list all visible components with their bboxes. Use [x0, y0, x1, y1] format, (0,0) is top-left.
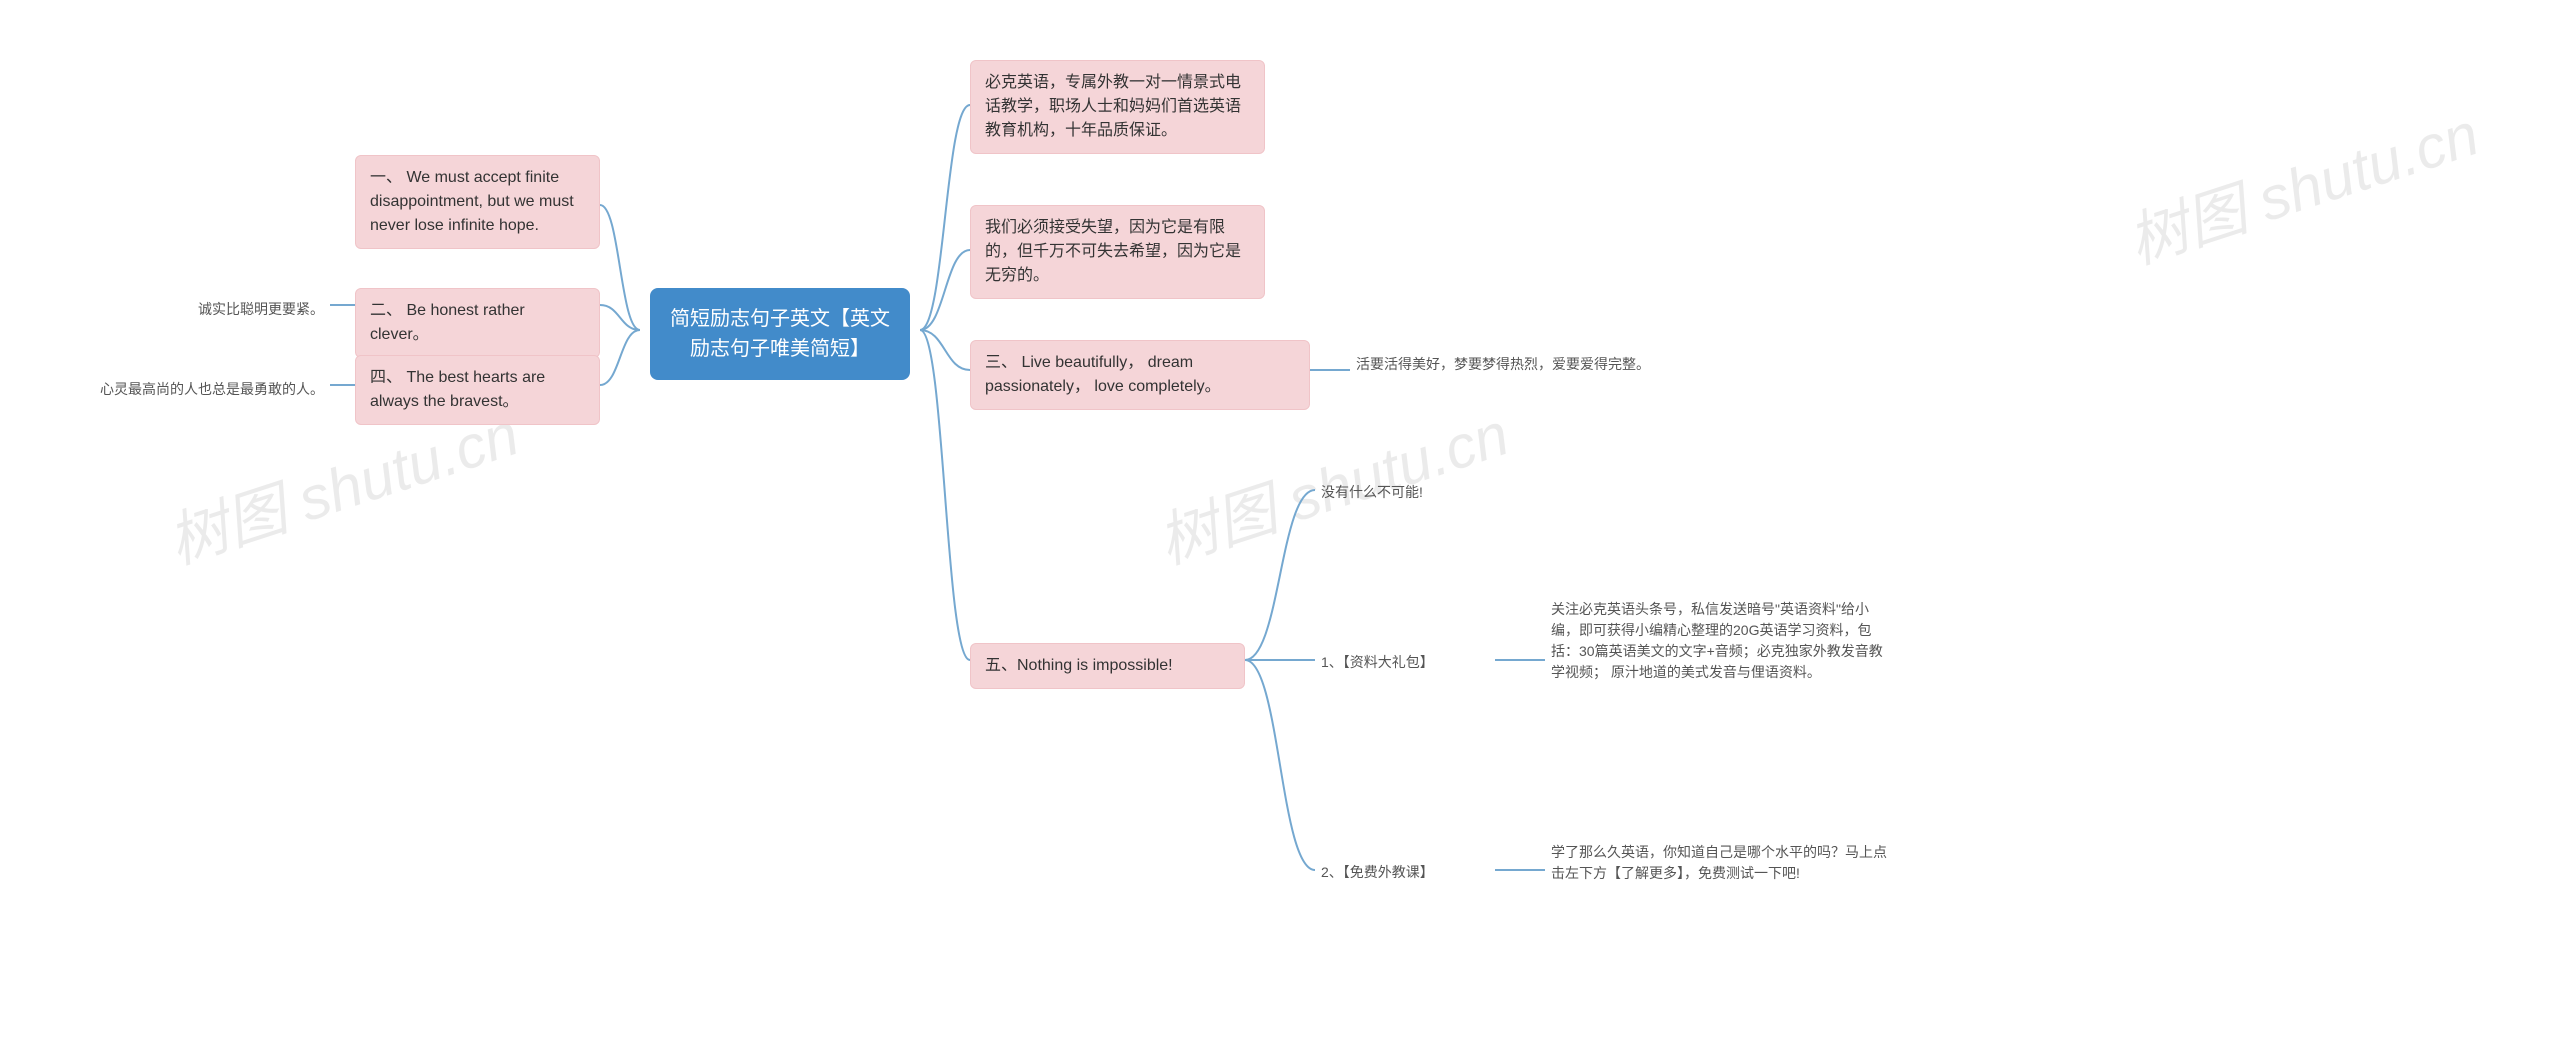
leaf-label: 活要活得美好，梦要梦得热烈，爱要爱得完整。	[1356, 356, 1650, 372]
node-label: 四、 The best hearts are always the braves…	[370, 369, 545, 410]
leaf-label: 1、【资料大礼包】	[1321, 654, 1434, 670]
node-label: 二、 Be honest rather clever。	[370, 302, 525, 343]
leaf-label: 2、【免费外教课】	[1321, 864, 1434, 880]
left-node-2-child: 诚实比聪明更要紧。	[175, 295, 330, 324]
node-label: 三、 Live beautifully， dream passionately，…	[985, 354, 1221, 395]
leaf-label: 关注必克英语头条号，私信发送暗号"英语资料"给小编，即可获得小编精心整理的20G…	[1551, 601, 1883, 680]
leaf-label: 没有什么不可能!	[1321, 484, 1423, 500]
left-node-2: 二、 Be honest rather clever。	[355, 288, 600, 358]
right-node-4-child-3-detail: 学了那么久英语，你知道自己是哪个水平的吗？马上点击左下方【了解更多】，免费测试一…	[1545, 838, 1895, 888]
left-node-3: 四、 The best hearts are always the braves…	[355, 355, 600, 425]
right-node-4: 五、Nothing is impossible!	[970, 643, 1245, 689]
leaf-label: 诚实比聪明更要紧。	[198, 301, 324, 317]
leaf-label: 学了那么久英语，你知道自己是哪个水平的吗？马上点击左下方【了解更多】，免费测试一…	[1551, 844, 1887, 881]
right-node-4-child-1: 没有什么不可能!	[1315, 478, 1495, 507]
watermark: 树图 shutu.cn	[2115, 86, 2488, 281]
node-label: 必克英语，专属外教一对一情景式电话教学，职场人士和妈妈们首选英语教育机构，十年品…	[985, 74, 1241, 139]
right-node-4-child-2: 1、【资料大礼包】	[1315, 648, 1495, 677]
center-label: 简短励志句子英文【英文励志句子唯美简短】	[670, 308, 890, 360]
left-node-1: 一、 We must accept finite disappointment,…	[355, 155, 600, 249]
right-node-1: 必克英语，专属外教一对一情景式电话教学，职场人士和妈妈们首选英语教育机构，十年品…	[970, 60, 1265, 154]
center-node: 简短励志句子英文【英文励志句子唯美简短】	[650, 288, 910, 380]
right-node-2: 我们必须接受失望，因为它是有限的，但千万不可失去希望，因为它是无穷的。	[970, 205, 1265, 299]
right-node-3: 三、 Live beautifully， dream passionately，…	[970, 340, 1310, 410]
node-label: 我们必须接受失望，因为它是有限的，但千万不可失去希望，因为它是无穷的。	[985, 219, 1241, 284]
right-node-4-child-3: 2、【免费外教课】	[1315, 858, 1495, 887]
leaf-label: 心灵最高尚的人也总是最勇敢的人。	[100, 381, 324, 397]
left-node-3-child: 心灵最高尚的人也总是最勇敢的人。	[80, 375, 330, 404]
node-label: 一、 We must accept finite disappointment,…	[370, 169, 574, 234]
right-node-3-child: 活要活得美好，梦要梦得热烈，爱要爱得完整。	[1350, 350, 1690, 379]
right-node-4-child-2-detail: 关注必克英语头条号，私信发送暗号"英语资料"给小编，即可获得小编精心整理的20G…	[1545, 595, 1895, 687]
node-label: 五、Nothing is impossible!	[985, 657, 1173, 674]
